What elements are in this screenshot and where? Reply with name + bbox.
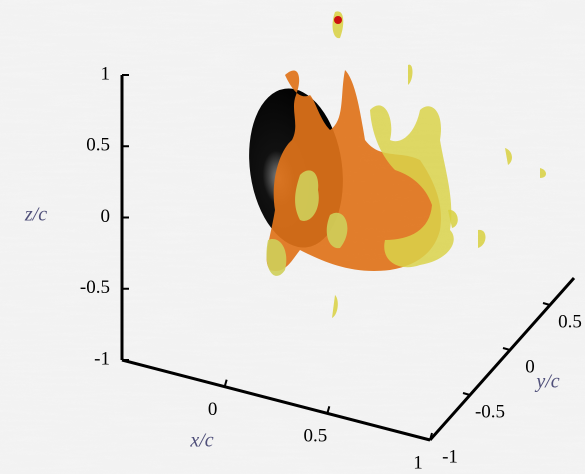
z-tick-label: -1	[94, 348, 110, 369]
y-tick-label: 0.5	[558, 311, 582, 332]
z-tick-label: 0	[101, 206, 111, 227]
chart: z/c x/c y/c 1 0.5 0 -0.5 -1 0 0.5 1 -1 -0.5 0 0.5	[0, 0, 585, 474]
page: z/c x/c y/c 10.50-0.5-100.51-1-0.500.5 (…	[0, 0, 585, 474]
x-axis-label: x/c	[189, 430, 213, 452]
y-tick-label: -1	[442, 446, 458, 467]
x-tick-label: 0.5	[303, 426, 327, 447]
x-tick-label: 1	[413, 452, 423, 473]
y-axis-label: y/c	[534, 371, 559, 393]
x-tick-label: 0	[208, 399, 218, 420]
red-spot	[334, 16, 342, 24]
y-tick-label: 0	[525, 356, 535, 377]
z-tick-label: 0.5	[86, 135, 110, 156]
y-tick-label: -0.5	[475, 401, 505, 422]
z-axis-label: z/c	[24, 204, 47, 226]
z-tick-label: -0.5	[80, 277, 110, 298]
z-tick-label: 1	[101, 63, 111, 84]
